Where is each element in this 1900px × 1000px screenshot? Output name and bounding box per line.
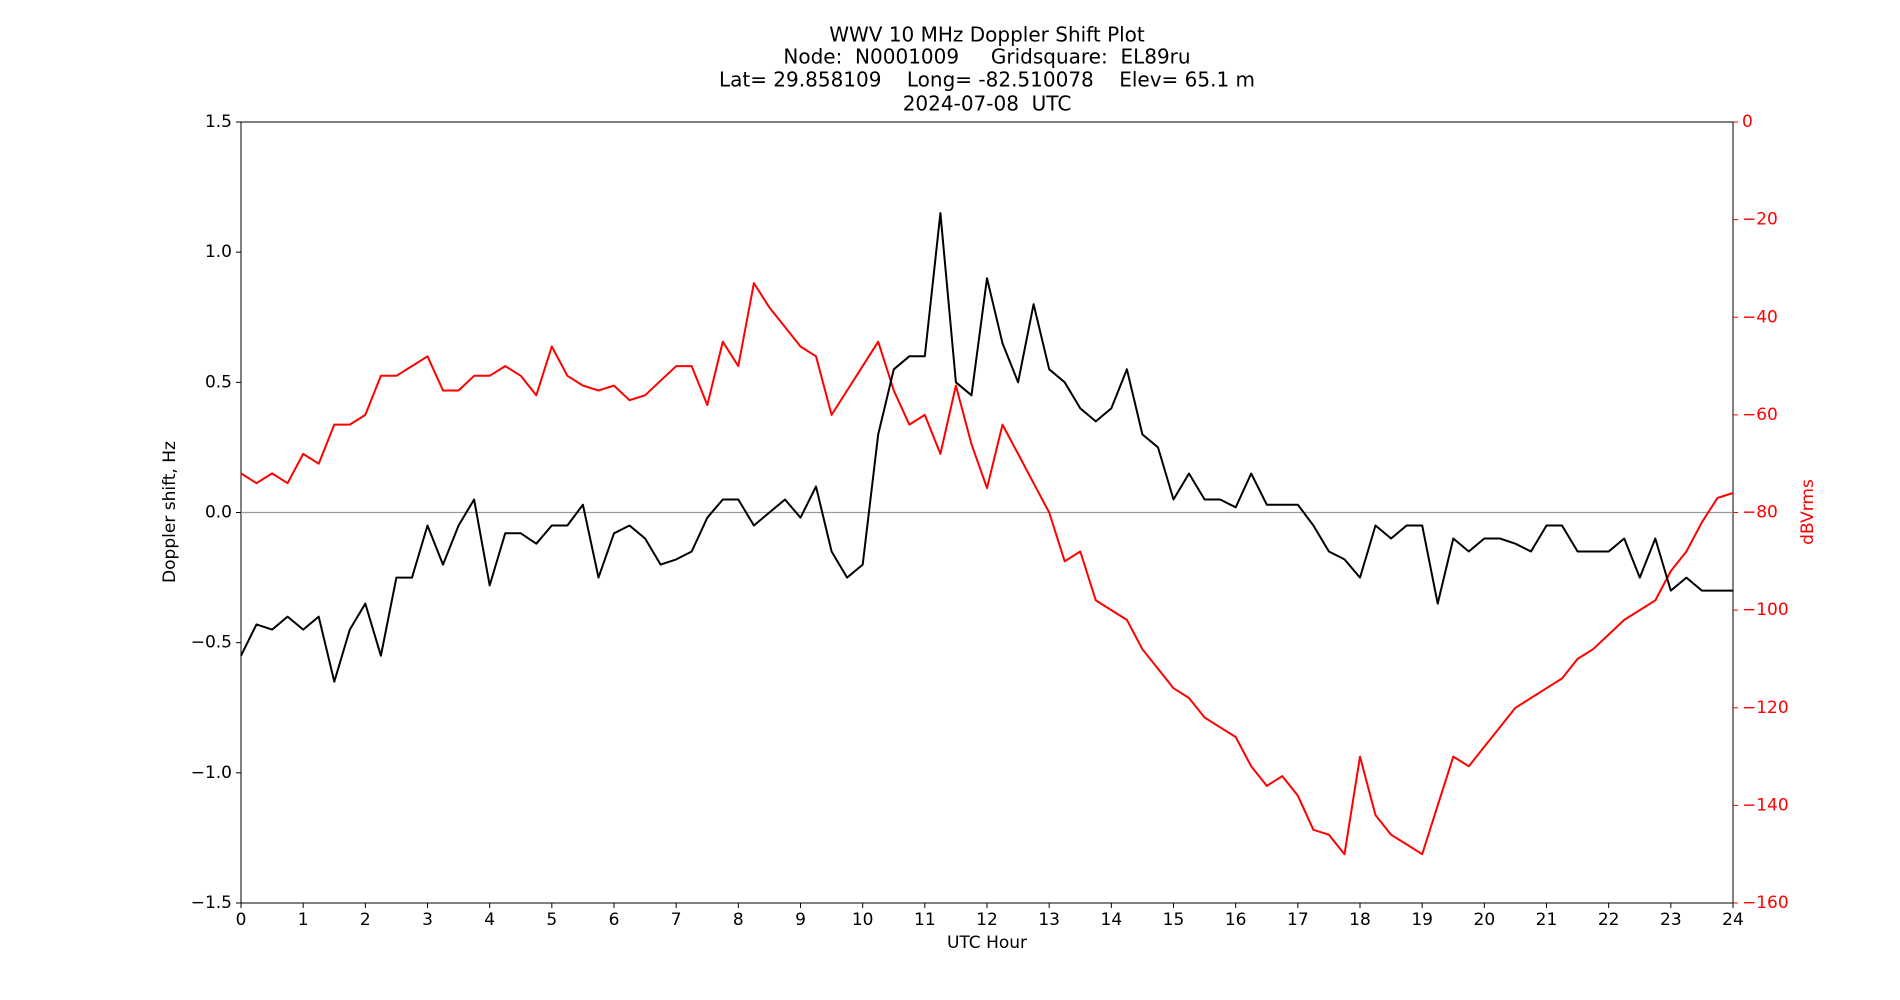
y2-tick-label: −80 <box>1742 503 1778 523</box>
y2-tick-label: −60 <box>1742 405 1778 425</box>
y-tick-label: 1.0 <box>205 242 232 262</box>
x-tick-label: 17 <box>1287 910 1309 930</box>
y-axis-label: Doppler shift, Hz <box>160 441 180 583</box>
x-tick-label: 4 <box>484 910 495 930</box>
chart-title: WWV 10 MHz Doppler Shift Plot <box>829 23 1145 47</box>
y-tick-label: −0.5 <box>191 633 232 653</box>
y2-tick-label: 0 <box>1742 112 1753 132</box>
x-tick-label: 16 <box>1225 910 1247 930</box>
y-tick-label: 0.0 <box>205 503 232 523</box>
y-tick-label: −1.5 <box>191 893 232 913</box>
y-tick-label: −1.0 <box>191 763 232 783</box>
x-tick-label: 20 <box>1474 910 1496 930</box>
x-tick-label: 0 <box>236 910 247 930</box>
chart-subtitle: 2024-07-08 UTC <box>903 92 1072 116</box>
y2-tick-label: −140 <box>1742 795 1789 815</box>
x-tick-label: 21 <box>1536 910 1558 930</box>
x-tick-label: 18 <box>1349 910 1371 930</box>
x-tick-label: 12 <box>976 910 998 930</box>
x-tick-label: 8 <box>733 910 744 930</box>
x-tick-label: 9 <box>795 910 806 930</box>
x-tick-label: 7 <box>671 910 682 930</box>
x-tick-label: 6 <box>609 910 620 930</box>
x-tick-label: 13 <box>1038 910 1060 930</box>
chart-subtitle: Node: N0001009 Gridsquare: EL89ru <box>783 45 1190 69</box>
y2-axis-label: dBVrms <box>1798 479 1818 545</box>
x-tick-label: 2 <box>360 910 371 930</box>
y2-tick-label: −100 <box>1742 600 1789 620</box>
series-line <box>240 212 1733 683</box>
x-tick-label: 5 <box>546 910 557 930</box>
y-tick-label: 1.5 <box>205 112 232 132</box>
y-tick-label: 0.5 <box>205 372 232 392</box>
y2-tick-label: −160 <box>1742 893 1789 913</box>
y2-tick-label: −20 <box>1742 210 1778 230</box>
x-tick-label: 19 <box>1411 910 1433 930</box>
x-tick-label: 3 <box>422 910 433 930</box>
y2-tick-label: −40 <box>1742 307 1778 327</box>
y2-tick-label: −120 <box>1742 698 1789 718</box>
x-tick-label: 1 <box>298 910 309 930</box>
x-tick-label: 22 <box>1598 910 1620 930</box>
x-tick-label: 11 <box>914 910 936 930</box>
x-tick-label: 10 <box>852 910 874 930</box>
x-tick-label: 24 <box>1722 910 1744 930</box>
chart-subtitle: Lat= 29.858109 Long= -82.510078 Elev= 65… <box>719 68 1255 92</box>
x-tick-label: 23 <box>1660 910 1682 930</box>
series-line <box>240 282 1734 856</box>
x-axis-label: UTC Hour <box>947 933 1027 953</box>
x-tick-label: 14 <box>1101 910 1123 930</box>
x-tick-label: 15 <box>1163 910 1185 930</box>
